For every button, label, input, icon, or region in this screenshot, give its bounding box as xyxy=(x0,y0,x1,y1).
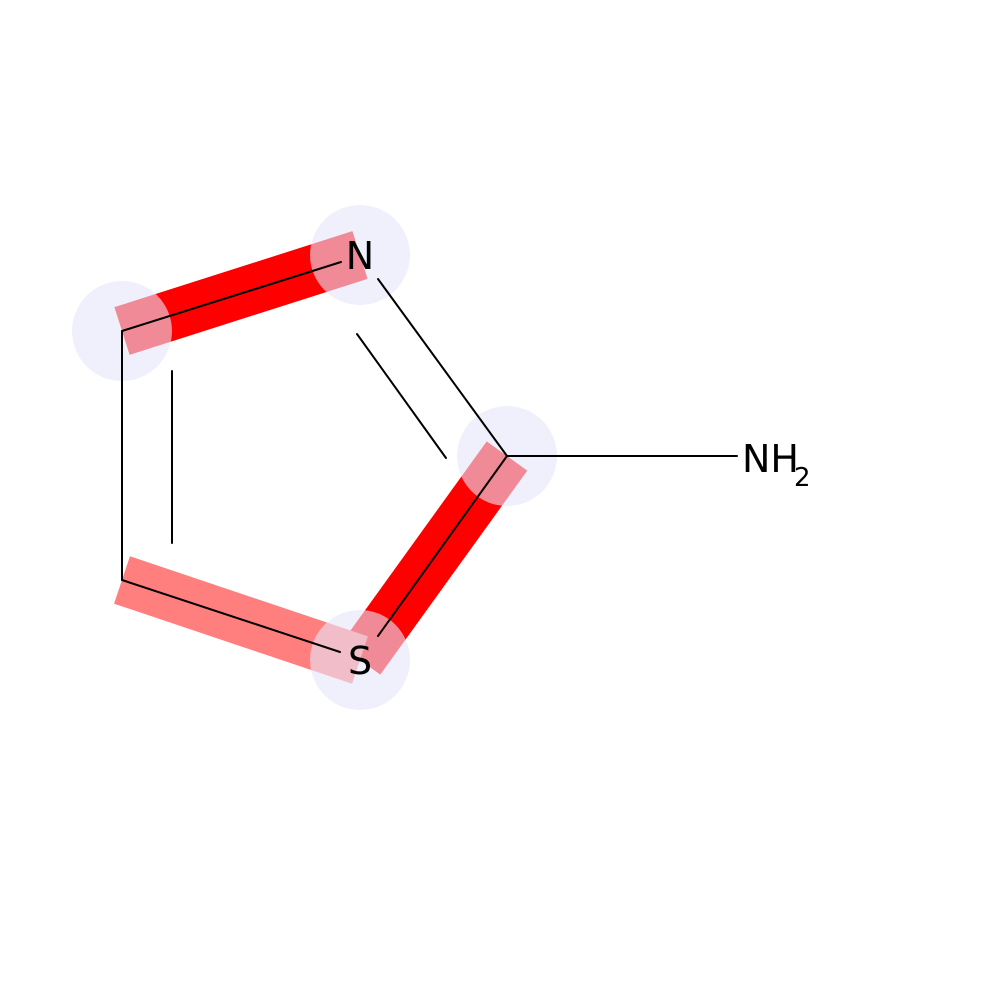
bond-n3-c2-inner xyxy=(356,333,447,459)
atom-highlight-s1 xyxy=(310,610,410,710)
atom-label-amine-subscript: 2 xyxy=(794,463,811,493)
bond-n3-c2 xyxy=(377,278,508,457)
atom-label-n3: N xyxy=(346,234,374,278)
bond-s1-c5 xyxy=(121,579,341,653)
atom-label-s1: S xyxy=(348,639,372,683)
bond-c2-s1 xyxy=(377,455,508,637)
atom-label-amine: NH xyxy=(742,437,799,481)
bond-c4-n3 xyxy=(121,261,342,332)
atom-highlight-n3 xyxy=(310,205,410,305)
